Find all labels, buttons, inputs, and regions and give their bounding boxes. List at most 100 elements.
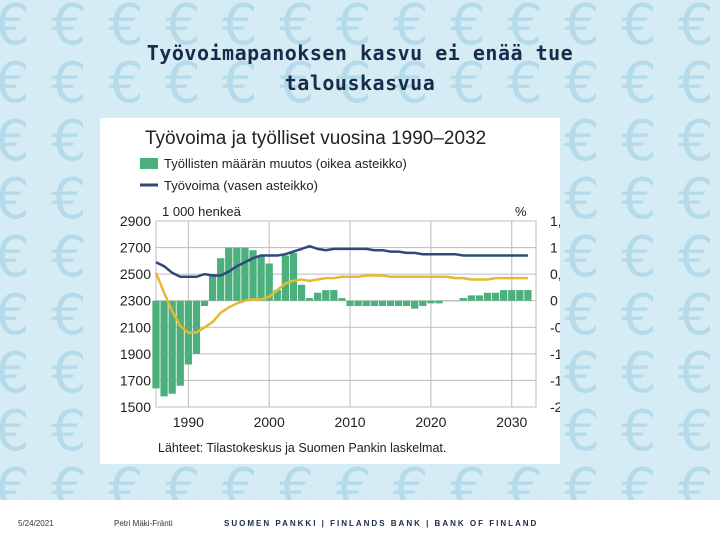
- euro-pattern-icon: €: [564, 167, 600, 232]
- euro-pattern-icon: €: [564, 0, 600, 58]
- footer: 5/24/2021 Petri Mäki-Fränti SUOMEN PANKK…: [0, 500, 720, 540]
- euro-pattern-icon: €: [279, 457, 315, 500]
- left-tick-label: 2900: [120, 213, 151, 229]
- euro-pattern-icon: €: [51, 341, 87, 406]
- bar-employment-change: [249, 250, 257, 301]
- euro-pattern-icon: €: [222, 0, 258, 58]
- bar-employment-change: [459, 298, 467, 301]
- euro-pattern-icon: €: [621, 51, 657, 116]
- euro-pattern-icon: €: [0, 341, 30, 406]
- bar-employment-change: [467, 295, 475, 301]
- euro-pattern-icon: €: [336, 51, 372, 116]
- bar-employment-change: [346, 300, 354, 307]
- euro-pattern-icon: €: [678, 341, 714, 406]
- euro-pattern-icon: €: [279, 51, 315, 116]
- euro-pattern-icon: €: [0, 457, 30, 500]
- x-tick-label: 1990: [173, 414, 204, 430]
- left-tick-label: 2300: [120, 293, 151, 309]
- euro-pattern-icon: €: [51, 225, 87, 290]
- right-tick-label: 0,5: [550, 266, 560, 282]
- bar-employment-change: [273, 290, 281, 301]
- bar-employment-change: [435, 300, 443, 304]
- euro-pattern-icon: €: [222, 457, 258, 500]
- euro-pattern-icon: €: [507, 0, 543, 58]
- bar-employment-change: [524, 290, 532, 301]
- euro-pattern-icon: €: [0, 399, 30, 464]
- bar-employment-change: [305, 298, 314, 301]
- bar-employment-change: [354, 300, 362, 307]
- right-tick-label: 1,5: [550, 213, 560, 229]
- bar-employment-change: [362, 300, 370, 307]
- euro-pattern-icon: €: [621, 225, 657, 290]
- bar-employment-change: [152, 300, 160, 389]
- euro-pattern-icon: €: [165, 457, 201, 500]
- euro-pattern-icon: €: [678, 399, 714, 464]
- right-tick-label: -2: [550, 399, 560, 415]
- euro-pattern-icon: €: [51, 283, 87, 348]
- x-tick-label: 2000: [254, 414, 285, 430]
- euro-pattern-icon: €: [564, 283, 600, 348]
- euro-pattern-icon: €: [564, 341, 600, 406]
- bar-employment-change: [289, 252, 298, 301]
- euro-pattern-icon: €: [336, 457, 372, 500]
- euro-pattern-icon: €: [0, 109, 30, 174]
- bar-employment-change: [338, 298, 346, 301]
- footer-author: Petri Mäki-Fränti: [114, 519, 173, 528]
- euro-pattern-icon: €: [51, 51, 87, 116]
- bar-employment-change: [394, 300, 403, 307]
- euro-pattern-icon: €: [564, 225, 600, 290]
- right-axis-unit: %: [515, 204, 527, 219]
- bar-employment-change: [217, 258, 225, 301]
- euro-pattern-icon: €: [621, 283, 657, 348]
- euro-pattern-icon: €: [108, 51, 144, 116]
- bar-employment-change: [322, 290, 330, 301]
- bar-employment-change: [419, 300, 427, 307]
- euro-pattern-icon: €: [51, 109, 87, 174]
- bar-employment-change: [411, 300, 419, 309]
- left-tick-label: 2100: [120, 319, 151, 335]
- euro-pattern-icon: €: [621, 0, 657, 58]
- euro-pattern-icon: €: [165, 51, 201, 116]
- bar-employment-change: [225, 247, 233, 301]
- bar-employment-change: [200, 300, 209, 307]
- euro-pattern-icon: €: [621, 457, 657, 500]
- euro-pattern-icon: €: [51, 399, 87, 464]
- left-axis-unit: 1 000 henkeä: [162, 204, 242, 219]
- left-tick-label: 1500: [120, 399, 151, 415]
- euro-pattern-icon: €: [393, 51, 429, 116]
- euro-pattern-icon: €: [678, 109, 714, 174]
- euro-pattern-icon: €: [564, 51, 600, 116]
- slide-title-line-2: talouskasvua: [284, 71, 436, 95]
- legend-label-labour-force: Työvoima (vasen asteikko): [164, 178, 318, 193]
- euro-pattern-icon: €: [621, 399, 657, 464]
- bar-employment-change: [265, 263, 273, 301]
- euro-pattern-icon: €: [450, 0, 486, 58]
- bar-employment-change: [508, 290, 516, 301]
- euro-pattern-icon: €: [393, 0, 429, 58]
- left-tick-label: 2700: [120, 240, 151, 256]
- euro-pattern-icon: €: [678, 283, 714, 348]
- right-tick-label: -1,5: [550, 372, 560, 388]
- euro-pattern-icon: €: [678, 225, 714, 290]
- euro-pattern-icon: €: [564, 109, 600, 174]
- bar-employment-change: [483, 292, 492, 301]
- euro-pattern-icon: €: [678, 0, 714, 58]
- euro-pattern-icon: €: [51, 167, 87, 232]
- bar-employment-change: [314, 292, 322, 301]
- euro-pattern-icon: €: [507, 51, 543, 116]
- x-tick-label: 2020: [415, 414, 446, 430]
- series-line-labour-force: [155, 244, 528, 279]
- right-axis-ticks: 1,5 1 0,5 0 -0,5 -1 -1,5 -2: [550, 213, 560, 415]
- left-tick-label: 2500: [120, 266, 151, 282]
- chart-title: Työvoima ja työlliset vuosina 1990–2032: [145, 128, 486, 149]
- bar-employment-change: [378, 300, 387, 307]
- bar-employment-change: [257, 255, 265, 301]
- euro-pattern-icon: €: [0, 283, 30, 348]
- euro-pattern-icon: €: [564, 457, 600, 500]
- bar-employment-change: [403, 300, 411, 307]
- euro-pattern-icon: €: [450, 457, 486, 500]
- chart: Työvoima ja työlliset vuosina 1990–2032 …: [120, 128, 560, 455]
- right-tick-label: -1: [550, 346, 560, 362]
- right-tick-label: 1: [550, 240, 558, 256]
- euro-pattern-icon: €: [0, 51, 30, 116]
